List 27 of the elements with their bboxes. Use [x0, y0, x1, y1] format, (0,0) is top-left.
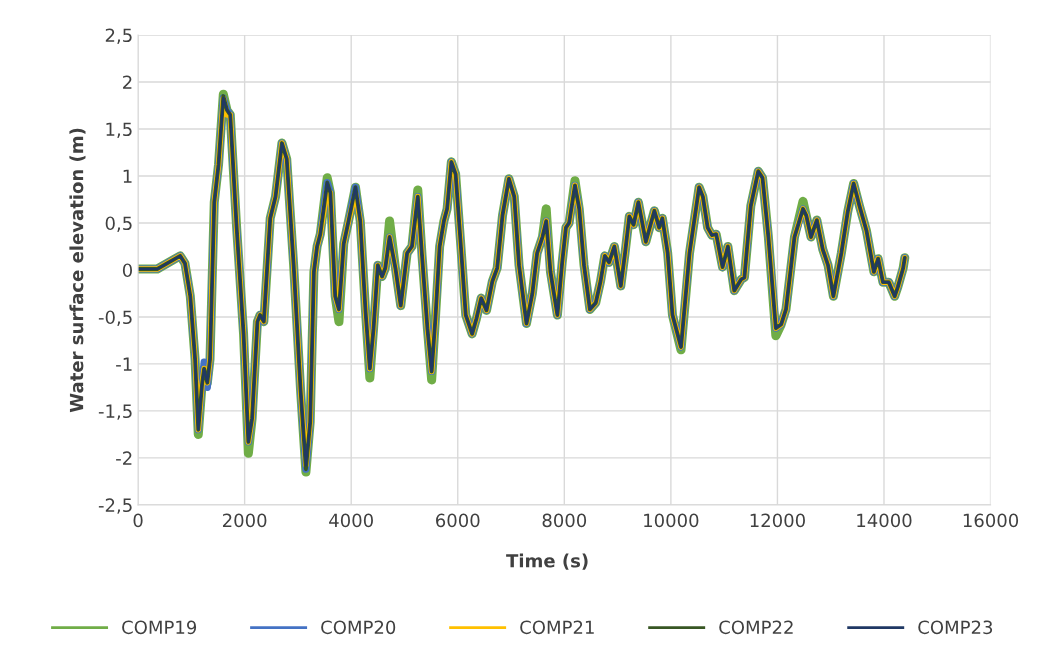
x-tick-label: 6000	[436, 513, 480, 528]
x-tick-label: 16000	[963, 513, 1019, 528]
y-tick-label: -2,5	[98, 498, 132, 514]
y-tick-label: -2	[116, 451, 132, 465]
y-tick-label: 1,5	[106, 122, 132, 138]
x-tick-label: 4000	[329, 513, 373, 528]
legend-label: COMP23	[918, 620, 993, 635]
x-tick-label: 8000	[542, 513, 587, 528]
y-tick-label: -1,5	[98, 404, 132, 420]
x-tick-label: 14000	[857, 513, 912, 528]
legend-label: COMP20	[321, 620, 396, 635]
y-tick-label: 2	[123, 75, 132, 89]
x-axis-title: Time (s)	[506, 553, 588, 570]
x-tick-label: 12000	[750, 513, 805, 528]
x-tick-label: 2000	[222, 513, 267, 528]
legend-label: COMP19	[122, 620, 197, 635]
y-tick-label: 0,5	[105, 216, 132, 232]
y-tick-label: 1	[123, 169, 132, 183]
x-tick-label: 10000	[644, 513, 699, 528]
y-tick-label: 0	[122, 263, 133, 278]
y-axis-title: Water surface elevation (m)	[69, 128, 86, 413]
legend-label: COMP21	[520, 620, 594, 635]
y-tick-label: 2,5	[105, 28, 132, 44]
x-tick-label: 0	[133, 513, 143, 528]
y-tick-label: -0,5	[98, 310, 132, 326]
legend-label: COMP22	[719, 620, 793, 635]
y-tick-label: -1	[116, 357, 132, 371]
